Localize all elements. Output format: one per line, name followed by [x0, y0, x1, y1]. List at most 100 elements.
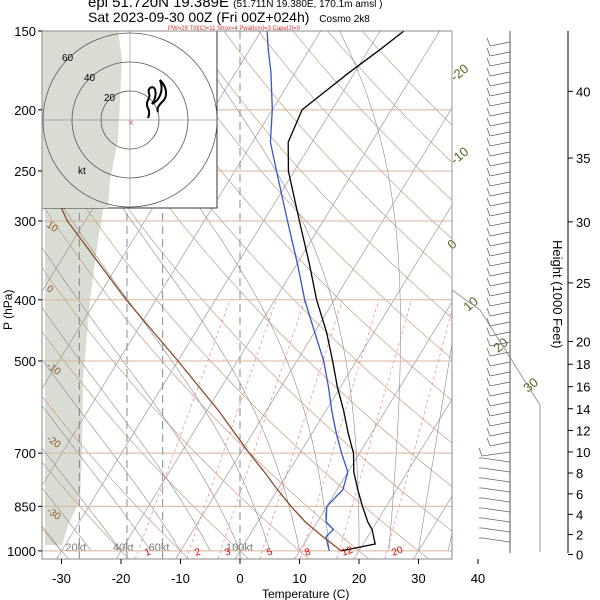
- height-tick-label: 8: [576, 466, 583, 481]
- wind-barb: [489, 51, 511, 57]
- title-line1: epi 51.720N 19.389E (51.711N 19.380E, 17…: [88, 0, 382, 11]
- x-tick-label: 20: [352, 571, 366, 586]
- moist-adiabat: [42, 173, 271, 551]
- dry-adiabat-label: -10: [447, 144, 471, 168]
- wind-barb: [489, 321, 511, 327]
- moist-adiabat: [42, 78, 300, 551]
- wind-speed-label: 40kt: [113, 542, 134, 554]
- mixing-ratio-label: 8: [303, 546, 312, 558]
- wind-barb: [489, 191, 511, 197]
- wind-barb-flag: [486, 317, 491, 327]
- dry-adiabat: [42, 395, 190, 559]
- y-tick-label: 200: [14, 103, 36, 118]
- isotherm: [42, 31, 321, 487]
- wind-barb-flag: [486, 177, 491, 187]
- wind-barb: [489, 151, 511, 157]
- dry-adiabat: [42, 77, 452, 532]
- moist-adiabat: [42, 447, 122, 552]
- title-line2: Sat 2023-09-30 00Z (Fri 00Z+024h) Cosmo …: [88, 9, 370, 25]
- wind-barb-flag: [486, 167, 491, 177]
- y-tick-label: 150: [14, 24, 36, 39]
- height-tick-label: 0: [576, 548, 583, 563]
- x-axis-label: Temperature (C): [262, 587, 349, 600]
- wind-barb: [489, 141, 511, 147]
- height-tick-label: 4: [576, 507, 583, 522]
- wind-barb-flag: [486, 57, 491, 67]
- height-tick-label: 6: [576, 487, 583, 502]
- wind-barb-flag: [486, 147, 491, 157]
- wind-barb: [481, 507, 511, 513]
- x-tick-label: 0: [236, 571, 243, 586]
- dry-adiabat: [50, 31, 452, 487]
- wind-barb-flag: [486, 297, 491, 307]
- wind-barb-flag: [486, 287, 491, 297]
- wind-barb-flag: [486, 357, 491, 367]
- wind-barb: [489, 241, 511, 247]
- wind-barb: [489, 221, 511, 227]
- mixing-ratio-line: [259, 299, 343, 559]
- y-tick-label: 300: [14, 214, 36, 229]
- wind-barb: [489, 61, 511, 67]
- wind-barb-flag: [486, 67, 491, 77]
- isotherm: [533, 31, 600, 559]
- wind-barb: [489, 401, 511, 407]
- moist-adiabat: [185, 31, 360, 551]
- dry-adiabat: [223, 31, 452, 279]
- dry-adiabat: [42, 331, 250, 559]
- wind-barb-flag: [486, 157, 491, 167]
- dry-adiabat-label: -20: [447, 61, 471, 85]
- wind-barb: [489, 101, 511, 107]
- wind-barb-flag: [486, 277, 491, 287]
- mixing-ratio-line: [336, 299, 412, 559]
- hodograph-unit-label: kt: [78, 166, 86, 177]
- wind-barb-flag: [486, 87, 491, 97]
- wind-barb-flag: [486, 97, 491, 107]
- wind-barb: [489, 411, 511, 417]
- height-tick-label: 35: [576, 151, 590, 166]
- wind-barb: [489, 281, 511, 287]
- dry-adiabat-lines: [42, 31, 452, 559]
- dry-adiabat: [258, 31, 452, 240]
- wind-barb-flag: [486, 397, 491, 407]
- wind-barb: [481, 477, 511, 483]
- wind-barb: [481, 497, 511, 503]
- wind-barb-flag: [486, 337, 491, 347]
- barb-panel-edge: [451, 31, 541, 552]
- wind-barb: [481, 451, 511, 457]
- mixing-ratio-label: 3: [223, 546, 232, 558]
- wind-barb: [489, 291, 511, 297]
- hodograph-ring-label: 40: [84, 73, 96, 84]
- height-tick-label: 12: [576, 423, 590, 438]
- dry-adiabat: [42, 461, 130, 559]
- height-tick-label: 40: [576, 84, 590, 99]
- wind-barb: [481, 527, 511, 533]
- wind-barb: [489, 81, 511, 87]
- isotherm: [175, 107, 452, 559]
- indices-line: PW=28 TI0[C]=11 Shox=4 Pwat[cm]=3 Cape[J…: [168, 26, 301, 32]
- wind-barb: [489, 271, 511, 277]
- wind-barb: [489, 161, 511, 167]
- isotherm: [115, 31, 440, 559]
- mixing-ratio-label: 12: [340, 545, 355, 559]
- x-tick-label: 30: [411, 571, 425, 586]
- wind-barb: [481, 537, 511, 543]
- mixing-ratio-line: [134, 299, 231, 559]
- moist-adiabat: [448, 532, 452, 551]
- moist-adiabat: [85, 31, 330, 551]
- wind-barb-flag: [486, 307, 491, 317]
- mixing-ratio-label: 1: [143, 546, 152, 558]
- x-tick-label: 40: [471, 571, 485, 586]
- dry-adiabat: [189, 31, 452, 319]
- wind-barb-flag: [486, 227, 491, 237]
- wind-barb: [489, 71, 511, 77]
- wind-barb: [481, 517, 511, 523]
- wind-barb: [489, 41, 511, 47]
- y-axis-label: P (hPa): [1, 290, 15, 330]
- wind-barb: [481, 457, 511, 463]
- mixing-ratio-label: 2: [193, 546, 202, 558]
- wind-barb: [489, 181, 511, 187]
- profile-td: [266, 31, 349, 552]
- wind-barb: [489, 341, 511, 347]
- height-tick-label: 18: [576, 357, 590, 372]
- moist-adiabat-lines: [42, 31, 452, 552]
